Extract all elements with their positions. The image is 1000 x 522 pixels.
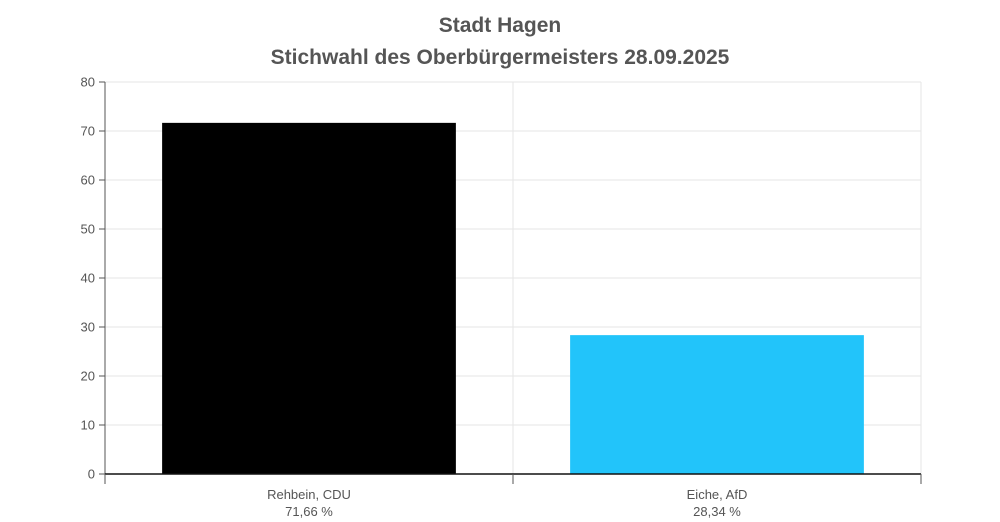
y-tick-label: 50	[81, 222, 95, 237]
y-tick-label: 40	[81, 271, 95, 286]
y-axis: 0 10 20 30 40 50 60 70 80	[81, 75, 106, 484]
y-tick-label: 0	[88, 467, 95, 482]
y-tick-label: 70	[81, 124, 95, 139]
value-label: 28,34 %	[693, 504, 741, 519]
y-tick-label: 30	[81, 320, 95, 335]
chart-subtitle: Stichwahl des Oberbürgermeisters 28.09.2…	[271, 46, 730, 69]
bar-1	[162, 122, 456, 474]
chart-title: Stadt Hagen	[439, 14, 562, 37]
y-tick-label: 20	[81, 369, 95, 384]
category-label: Eiche, AfD	[687, 487, 748, 502]
x-axis: Rehbein, CDU 71,66 % Eiche, AfD 28,34 %	[104, 473, 922, 519]
y-tick-label: 10	[81, 418, 95, 433]
y-tick-label: 60	[81, 173, 95, 188]
category-label: Rehbein, CDU	[267, 487, 351, 502]
value-label: 71,66 %	[285, 504, 333, 519]
bar-2	[570, 335, 864, 474]
bars	[162, 122, 864, 474]
y-tick-label: 80	[81, 75, 95, 90]
